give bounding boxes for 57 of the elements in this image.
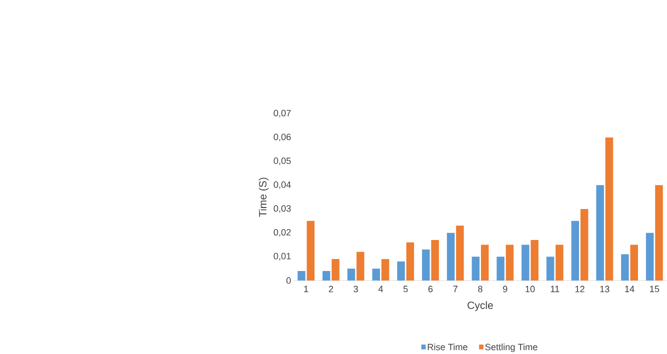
y-tick-label: 0,06 (274, 134, 291, 142)
bar (472, 256, 480, 281)
bar (347, 268, 356, 281)
y-tick-label: 0 (286, 277, 291, 284)
x-tick-label: 12 (575, 286, 584, 292)
bar (456, 226, 464, 281)
y-tick-label: 0,01 (274, 252, 291, 260)
bar (605, 137, 614, 281)
bar (480, 244, 489, 281)
bar (356, 252, 364, 281)
bar (298, 270, 306, 281)
bar (646, 232, 654, 281)
x-tick-label: 15 (650, 286, 660, 292)
x-tick-label: 3 (354, 286, 358, 292)
y-tick-label: 0,03 (274, 205, 291, 213)
x-axis-title: Cycle (468, 301, 493, 312)
bar (397, 261, 405, 281)
bar (530, 240, 538, 281)
legend-label: Settling Time (485, 344, 538, 352)
y-tick-label: 0,04 (274, 181, 291, 189)
bar (332, 259, 340, 281)
bar (596, 185, 604, 281)
x-tick-label: 14 (625, 286, 634, 292)
y-tick-label: 0,02 (274, 229, 291, 237)
bar (546, 256, 554, 281)
bar (630, 244, 638, 281)
x-tick-label: 4 (378, 286, 383, 292)
bar (372, 268, 380, 281)
x-tick-label: 11 (550, 286, 560, 292)
y-tick-label: 0,07 (274, 110, 291, 118)
bar (571, 220, 580, 281)
x-tick-label: 5 (403, 286, 408, 292)
legend-label: Rise Time (428, 344, 468, 350)
y-tick-label: 0,05 (274, 158, 291, 166)
x-tick-label: 2 (328, 286, 334, 292)
bar (406, 242, 414, 281)
x-tick-label: 6 (428, 286, 433, 292)
bar (446, 232, 455, 281)
x-tick-label: 1 (304, 286, 308, 292)
bar (522, 244, 530, 281)
bar (621, 254, 629, 281)
bar (496, 256, 504, 281)
bar (556, 244, 564, 281)
x-tick-label: 13 (600, 286, 610, 292)
y-axis-title: Time (S) (258, 178, 269, 217)
bar (506, 244, 514, 281)
bar (580, 208, 588, 281)
x-tick-label: 8 (478, 286, 482, 292)
bar (306, 220, 315, 281)
bar (422, 250, 430, 281)
bar (381, 259, 390, 281)
x-tick-label: 9 (503, 286, 508, 292)
x-tick-label: 7 (453, 286, 458, 292)
bar (655, 185, 663, 281)
x-tick-label: 10 (526, 286, 535, 292)
bar (431, 240, 439, 281)
bar (322, 270, 330, 281)
